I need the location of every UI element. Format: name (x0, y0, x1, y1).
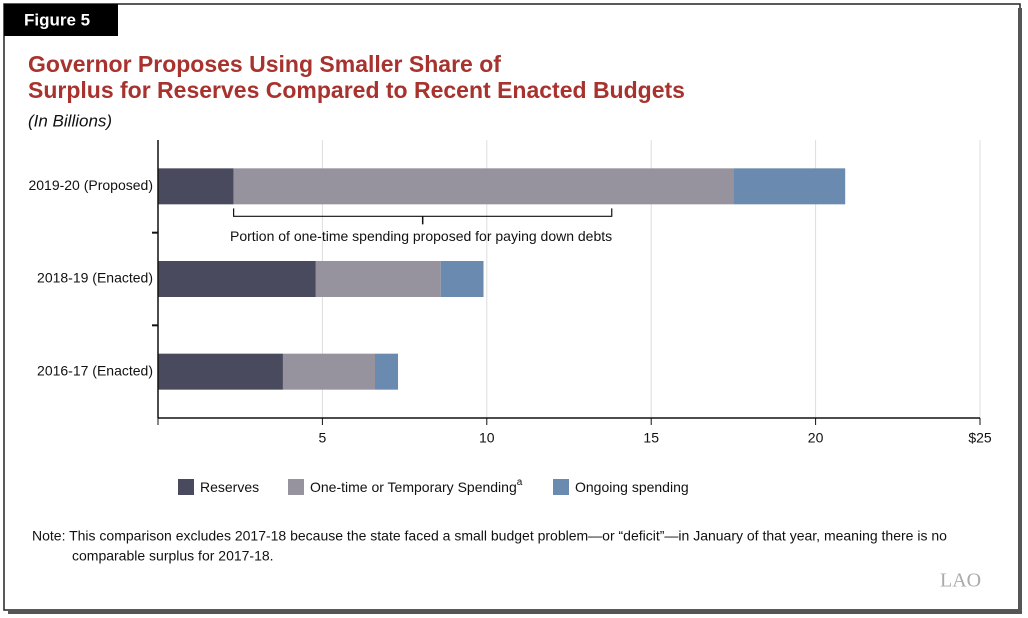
x-tick-label: 15 (643, 430, 659, 446)
bar-segment (282, 353, 376, 390)
legend-superscript: a (517, 477, 523, 488)
y-tick-label: 2019-20 (Proposed) (28, 177, 153, 193)
bar-segment (733, 168, 846, 205)
bar-segment (158, 261, 316, 297)
figure-label: Figure 5 (24, 10, 90, 29)
legend-label: Ongoing spending (575, 479, 689, 495)
bar-segment (440, 261, 484, 297)
note: Note: This comparison excludes 2017-18 b… (32, 528, 947, 544)
bar-segment (315, 261, 441, 297)
x-tick-label: $25 (968, 430, 992, 446)
frame-shadow (8, 8, 1022, 614)
x-tick-label: 5 (319, 430, 327, 446)
y-tick-label: 2018-19 (Enacted) (37, 270, 153, 286)
bar-segment (158, 353, 283, 390)
legend-label-text: Ongoing spending (575, 479, 689, 495)
annotation-text: Portion of one-time spending proposed fo… (230, 228, 612, 244)
legend-swatch (178, 479, 194, 495)
chart-subtitle: (In Billions) (28, 111, 112, 130)
chart-title: Governor Proposes Using Smaller Share of (28, 51, 501, 77)
legend-label-text: One-time or Temporary Spending (310, 479, 517, 495)
chart-title: Surplus for Reserves Compared to Recent … (28, 77, 685, 103)
annotation-bracket (233, 208, 613, 217)
logo: LAO (940, 570, 981, 592)
note: comparable surplus for 2017-18. (72, 548, 274, 564)
x-tick-label: 20 (808, 430, 824, 446)
legend-label-text: Reserves (200, 479, 259, 495)
bar-segment (375, 353, 399, 390)
legend-label: One-time or Temporary Spendinga (310, 477, 523, 495)
legend-label: Reserves (200, 479, 259, 495)
x-tick-label: 10 (479, 430, 495, 446)
legend-swatch (553, 479, 569, 495)
figure-tag (4, 4, 118, 36)
bar-segment (158, 168, 234, 205)
legend-swatch (288, 479, 304, 495)
bar-segment (233, 168, 734, 205)
y-tick-label: 2016-17 (Enacted) (37, 362, 153, 378)
frame (3, 3, 1021, 611)
